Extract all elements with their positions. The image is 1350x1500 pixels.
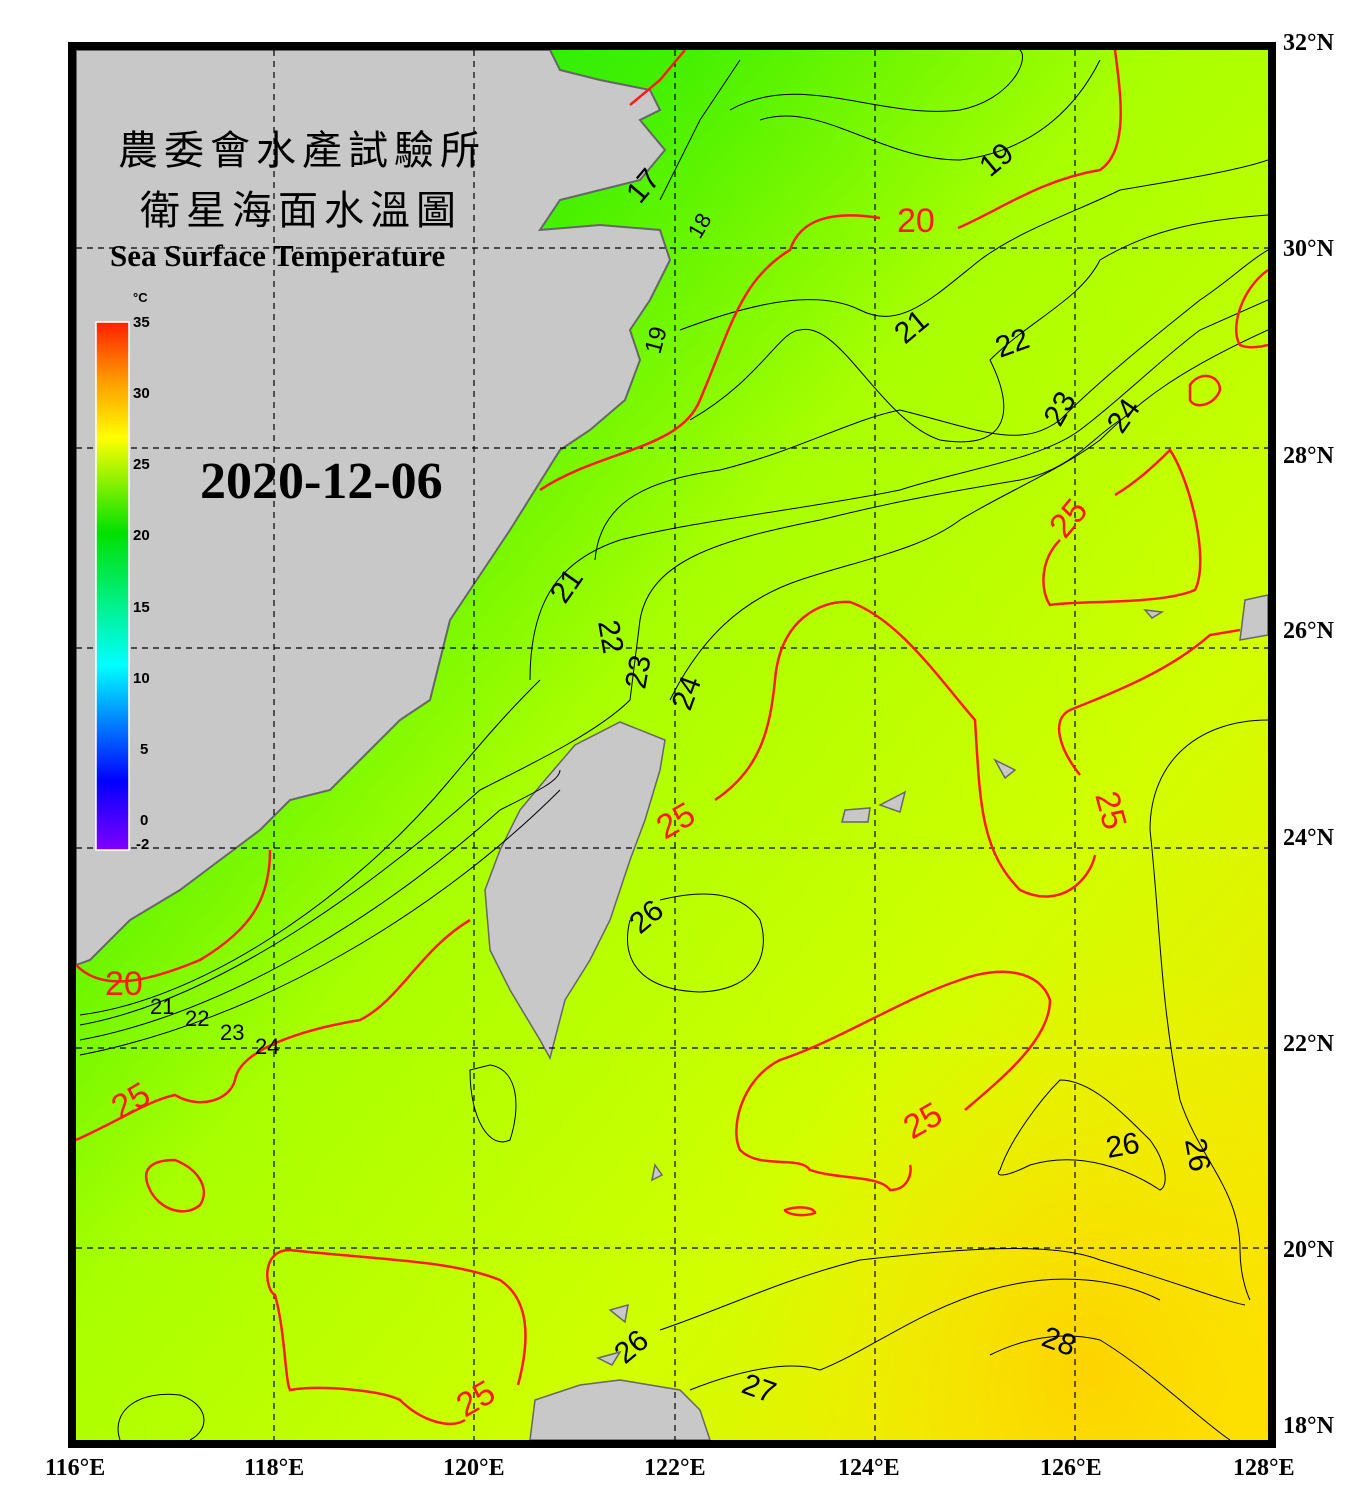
contour-label: 21: [150, 994, 174, 1019]
islands: [595, 594, 1268, 1366]
contour-label: 22: [591, 617, 629, 656]
lat-label: 18°N: [1283, 1413, 1334, 1439]
lat-label: 28°N: [1283, 443, 1334, 469]
lon-label: 122°E: [644, 1455, 706, 1481]
lon-label: 128°E: [1233, 1455, 1295, 1481]
colorbar-tick: 20: [133, 527, 150, 544]
lat-label: 20°N: [1283, 1237, 1334, 1263]
land-luzon: [529, 1379, 711, 1440]
contour-label: 20: [105, 965, 143, 1003]
land-taiwan: [484, 721, 666, 1061]
contours-minor: [79, 50, 1268, 1440]
lat-label: 24°N: [1283, 825, 1334, 851]
contour-label: 23: [220, 1020, 244, 1045]
title-line1: 農委會水產試驗所: [118, 128, 486, 174]
lon-label: 118°E: [244, 1455, 305, 1481]
land-china: [76, 50, 672, 967]
lon-label: 116°E: [45, 1455, 106, 1481]
graticule: [76, 50, 1268, 1440]
colorbar-tick: 15: [133, 599, 150, 616]
title-english: Sea Surface Temperature: [110, 238, 446, 273]
contour-label: 23: [619, 653, 657, 692]
contours-major: [76, 50, 1268, 1426]
map-date: 2020-12-06: [200, 453, 443, 510]
contour-label: 20: [897, 202, 935, 240]
colorbar-tick: -2: [136, 836, 150, 853]
colorbar-tick: 35: [133, 314, 150, 331]
lat-label: 26°N: [1283, 618, 1334, 644]
title-line2: 衛星海面水溫圖: [140, 188, 462, 234]
contour-label: 24: [255, 1034, 279, 1059]
colorbar-tick: 10: [133, 670, 150, 687]
colorbar: [95, 321, 130, 851]
contour-label: 22: [185, 1006, 209, 1031]
lat-label: 30°N: [1283, 236, 1334, 262]
colorbar-tick: 30: [133, 385, 150, 402]
colorbar-tick: 25: [133, 456, 150, 473]
lon-label: 124°E: [838, 1455, 900, 1481]
lon-label: 126°E: [1040, 1455, 1102, 1481]
lat-label: 22°N: [1283, 1031, 1334, 1057]
colorbar-tick: 5: [140, 741, 149, 758]
contour-label: 26: [1178, 1135, 1216, 1174]
lat-label: 32°N: [1283, 30, 1334, 56]
lon-label: 120°E: [443, 1455, 505, 1481]
contour-label: 26: [1103, 1127, 1142, 1165]
colorbar-unit: °C: [133, 290, 148, 305]
colorbar-tick: 0: [140, 812, 149, 829]
map-frame: [68, 42, 1276, 1448]
